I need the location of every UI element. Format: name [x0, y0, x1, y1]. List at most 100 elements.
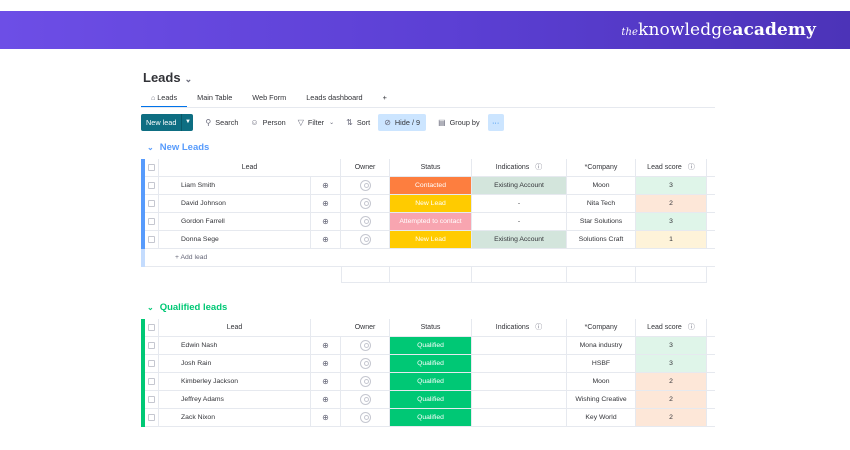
add-update-icon[interactable]: ⊕: [311, 391, 341, 409]
row-checkbox[interactable]: [145, 337, 159, 355]
lead-name[interactable]: David Johnson: [159, 195, 311, 213]
column-header-company[interactable]: *Company: [567, 159, 636, 177]
add-update-icon[interactable]: ⊕: [311, 195, 341, 213]
lead-name[interactable]: Jeffrey Adams: [159, 391, 311, 409]
row-checkbox[interactable]: [145, 373, 159, 391]
select-all-checkbox[interactable]: [145, 159, 159, 177]
lead-score-cell[interactable]: 2: [636, 195, 707, 213]
lead-score-cell[interactable]: 1: [636, 231, 707, 249]
indication-cell[interactable]: Existing Account: [472, 231, 567, 249]
add-update-icon[interactable]: ⊕: [311, 177, 341, 195]
indication-cell[interactable]: [472, 373, 567, 391]
page-title[interactable]: Leads ⌄: [143, 70, 193, 85]
status-label[interactable]: Qualified: [390, 355, 472, 373]
status-label[interactable]: Qualified: [390, 409, 472, 427]
company-cell[interactable]: Key World: [567, 409, 636, 427]
lead-name[interactable]: Edwin Nash: [159, 337, 311, 355]
column-header-indications[interactable]: Indications ⓘ: [472, 319, 567, 337]
group-title-qualified-leads[interactable]: ⌄ Qualified leads: [147, 302, 228, 313]
tab-leads[interactable]: ⌂ Leads: [141, 91, 188, 108]
table-row[interactable]: Gordon Farrell ⊕ Attempted to contact - …: [141, 213, 715, 231]
row-checkbox[interactable]: [145, 231, 159, 249]
owner-cell[interactable]: [341, 373, 390, 391]
table-row[interactable]: Zack Nixon ⊕ Qualified Key World 2: [141, 409, 715, 427]
add-update-icon[interactable]: ⊕: [311, 373, 341, 391]
lead-name[interactable]: Kimberley Jackson: [159, 373, 311, 391]
status-label[interactable]: Qualified: [390, 337, 472, 355]
new-lead-button[interactable]: New lead ▼: [141, 114, 194, 131]
owner-cell[interactable]: [341, 391, 390, 409]
company-cell[interactable]: Moon: [567, 177, 636, 195]
column-header-company[interactable]: *Company: [567, 319, 636, 337]
table-row[interactable]: Donna Sege ⊕ New Lead Existing Account S…: [141, 231, 715, 249]
indication-cell[interactable]: -: [472, 213, 567, 231]
indication-cell[interactable]: Existing Account: [472, 177, 567, 195]
info-icon[interactable]: ⓘ: [535, 164, 543, 171]
table-row[interactable]: Josh Rain ⊕ Qualified HSBF 3: [141, 355, 715, 373]
lead-score-cell[interactable]: 3: [636, 337, 707, 355]
add-update-icon[interactable]: ⊕: [311, 409, 341, 427]
company-cell[interactable]: Moon: [567, 373, 636, 391]
lead-score-cell[interactable]: 2: [636, 373, 707, 391]
owner-cell[interactable]: [341, 409, 390, 427]
indication-cell[interactable]: [472, 337, 567, 355]
indication-cell[interactable]: [472, 409, 567, 427]
add-update-icon[interactable]: ⊕: [311, 213, 341, 231]
lead-score-cell[interactable]: 2: [636, 391, 707, 409]
owner-cell[interactable]: [341, 213, 390, 231]
status-label[interactable]: Qualified: [390, 373, 472, 391]
lead-score-cell[interactable]: 3: [636, 177, 707, 195]
table-row[interactable]: Edwin Nash ⊕ Qualified Mona industry 3: [141, 337, 715, 355]
more-options-button[interactable]: ···: [487, 114, 504, 131]
group-by-button[interactable]: ▤ Group by: [438, 118, 480, 127]
status-label[interactable]: New Lead: [390, 195, 472, 213]
lead-name[interactable]: Josh Rain: [159, 355, 311, 373]
owner-cell[interactable]: [341, 177, 390, 195]
hide-columns-button[interactable]: ⊘ Hide / 9: [378, 114, 427, 131]
column-header-lead[interactable]: Lead: [159, 319, 311, 337]
row-checkbox[interactable]: [145, 391, 159, 409]
company-cell[interactable]: Mona industry: [567, 337, 636, 355]
lead-name[interactable]: Donna Sege: [159, 231, 311, 249]
table-row[interactable]: Kimberley Jackson ⊕ Qualified Moon 2: [141, 373, 715, 391]
company-cell[interactable]: HSBF: [567, 355, 636, 373]
row-checkbox[interactable]: [145, 355, 159, 373]
add-lead-button[interactable]: + Add lead: [145, 249, 715, 267]
column-header-status[interactable]: Status: [390, 319, 472, 337]
table-row[interactable]: Liam Smith ⊕ Contacted Existing Account …: [141, 177, 715, 195]
owner-cell[interactable]: [341, 195, 390, 213]
indication-cell[interactable]: -: [472, 195, 567, 213]
owner-cell[interactable]: [341, 231, 390, 249]
lead-score-cell[interactable]: 3: [636, 213, 707, 231]
chevron-down-icon[interactable]: ⌄: [184, 74, 193, 84]
filter-button[interactable]: ▽ Filter ⌄: [297, 118, 335, 127]
tab-leads-dashboard[interactable]: Leads dashboard: [306, 93, 363, 102]
sort-button[interactable]: ⇅ Sort: [346, 118, 371, 127]
company-cell[interactable]: Wishing Creative: [567, 391, 636, 409]
column-header-status[interactable]: Status: [390, 159, 472, 177]
group-title-new-leads[interactable]: ⌄ New Leads: [147, 142, 210, 153]
company-cell[interactable]: Solutions Craft: [567, 231, 636, 249]
status-label[interactable]: Qualified: [390, 391, 472, 409]
info-icon[interactable]: ⓘ: [687, 164, 695, 171]
indication-cell[interactable]: [472, 355, 567, 373]
lead-name[interactable]: Gordon Farrell: [159, 213, 311, 231]
tab-main-table[interactable]: Main Table: [197, 93, 233, 102]
chevron-down-icon[interactable]: ⌄: [147, 303, 154, 312]
lead-name[interactable]: Liam Smith: [159, 177, 311, 195]
owner-cell[interactable]: [341, 355, 390, 373]
add-view-button[interactable]: +: [382, 93, 387, 102]
table-row[interactable]: Jeffrey Adams ⊕ Qualified Wishing Creati…: [141, 391, 715, 409]
column-header-lead[interactable]: Lead: [159, 159, 341, 177]
lead-score-cell[interactable]: 2: [636, 409, 707, 427]
tab-web-form[interactable]: Web Form: [252, 93, 287, 102]
row-checkbox[interactable]: [145, 409, 159, 427]
chevron-down-icon[interactable]: ⌄: [147, 143, 154, 152]
search-button[interactable]: ⚲ Search: [205, 118, 239, 127]
column-header-lead-score[interactable]: Lead score ⓘ: [636, 319, 707, 337]
add-lead-row[interactable]: + Add lead: [141, 249, 715, 267]
status-label[interactable]: Attempted to contact: [390, 213, 472, 231]
lead-name[interactable]: Zack Nixon: [159, 409, 311, 427]
add-update-icon[interactable]: ⊕: [311, 231, 341, 249]
info-icon[interactable]: ⓘ: [535, 324, 543, 331]
